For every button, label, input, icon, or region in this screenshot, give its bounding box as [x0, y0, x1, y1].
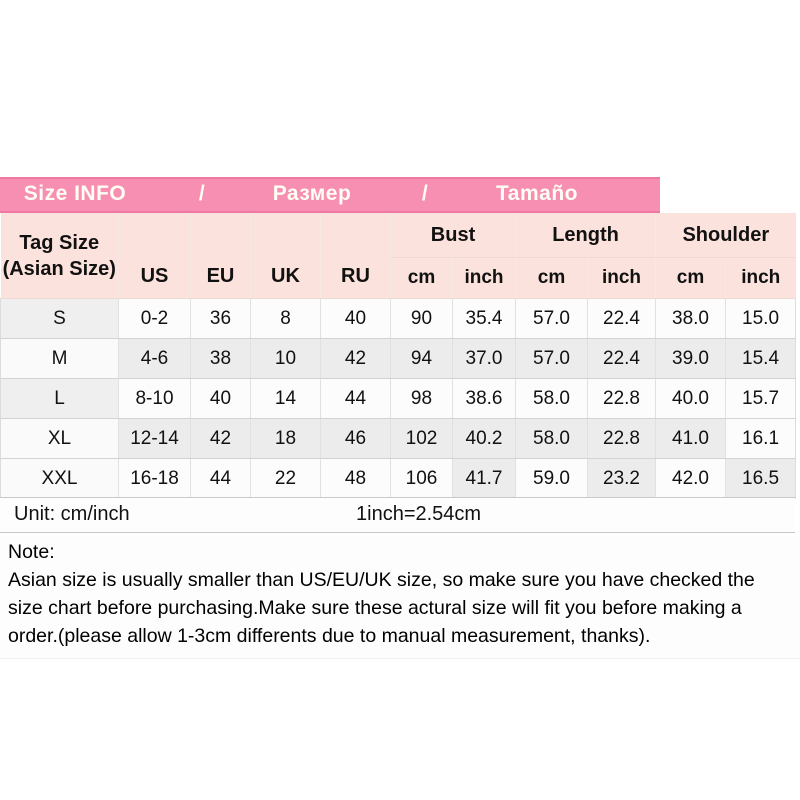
group-header-shoulder: Shoulder: [655, 213, 796, 258]
length-inch-cell: 23.2: [587, 458, 657, 499]
shoulder-cm-cell: 38.0: [655, 298, 727, 339]
bust-cm-cell: 106: [390, 458, 453, 499]
tag-size-header-line2: (Asian Size): [2, 257, 116, 280]
shoulder-inch-cell: 15.7: [725, 378, 797, 419]
length-cm-cell: 57.0: [515, 298, 589, 339]
group-header-length: Length: [515, 213, 657, 258]
banner-separator: /: [198, 182, 206, 206]
length-cm-cell: 59.0: [515, 458, 589, 499]
us-size-cell: 12-14: [118, 418, 191, 459]
tag-size-header: Tag Size (Asian Size): [0, 213, 119, 299]
tag-size-cell: XL: [0, 418, 119, 459]
column-header-uk: UK: [250, 213, 321, 299]
eu-size-cell: 40: [190, 378, 251, 419]
shoulder-cm-cell: 41.0: [655, 418, 727, 459]
bust-inch-cell: 40.2: [452, 418, 517, 459]
tag-size-cell: XXL: [0, 458, 119, 499]
note-section: Note: Asian size is usually smaller than…: [0, 536, 800, 659]
shoulder-inch-cell: 15.4: [725, 338, 797, 379]
length-inch-cell: 22.4: [587, 338, 657, 379]
shoulder-cm-cell: 42.0: [655, 458, 727, 499]
tag-size-cell: S: [0, 298, 119, 339]
shoulder-cm-cell: 40.0: [655, 378, 727, 419]
length-inch-cell: 22.4: [587, 298, 657, 339]
bust-inch-cell: 37.0: [452, 338, 517, 379]
subheader-shoulder-cm: cm: [655, 257, 727, 299]
shoulder-inch-cell: 15.0: [725, 298, 797, 339]
table-row-xxl: XXL 16-18 44 22 48 106 41.7 59.0 23.2 42…: [0, 458, 797, 499]
tag-size-cell: L: [0, 378, 119, 419]
ru-size-cell: 40: [320, 298, 391, 339]
bust-inch-cell: 41.7: [452, 458, 517, 499]
unit-bar: Unit: cm/inch 1inch=2.54cm: [0, 497, 795, 533]
ru-size-cell: 48: [320, 458, 391, 499]
bust-inch-cell: 35.4: [452, 298, 517, 339]
bust-cm-cell: 90: [390, 298, 453, 339]
uk-size-cell: 8: [250, 298, 321, 339]
column-header-us: US: [118, 213, 191, 299]
shoulder-cm-cell: 39.0: [655, 338, 727, 379]
banner-label-en: Size INFO: [23, 182, 127, 206]
us-size-cell: 0-2: [118, 298, 191, 339]
tag-size-header-line1: Tag Size: [19, 231, 100, 254]
length-inch-cell: 22.8: [587, 418, 657, 459]
table-row-xl: XL 12-14 42 18 46 102 40.2 58.0 22.8 41.…: [0, 418, 797, 459]
ru-size-cell: 42: [320, 338, 391, 379]
shoulder-inch-cell: 16.1: [725, 418, 797, 459]
length-cm-cell: 58.0: [515, 418, 589, 459]
bust-cm-cell: 94: [390, 338, 453, 379]
column-header-eu: EU: [190, 213, 251, 299]
uk-size-cell: 18: [250, 418, 321, 459]
table-subheader-row: cm inch cm inch cm inch: [1, 257, 796, 299]
subheader-shoulder-inch: inch: [725, 257, 796, 299]
bust-cm-cell: 102: [390, 418, 453, 459]
tag-size-cell: M: [0, 338, 119, 379]
length-inch-cell: 22.8: [587, 378, 657, 419]
banner-separator: /: [421, 182, 429, 206]
us-size-cell: 16-18: [118, 458, 191, 499]
size-info-banner: Size INFO / Размер / Tamaño: [0, 177, 660, 213]
eu-size-cell: 44: [190, 458, 251, 499]
us-size-cell: 8-10: [118, 378, 191, 419]
uk-size-cell: 10: [250, 338, 321, 379]
subheader-bust-inch: inch: [452, 257, 517, 299]
ru-size-cell: 44: [320, 378, 391, 419]
table-row-l: L 8-10 40 14 44 98 38.6 58.0 22.8 40.0 1…: [0, 378, 797, 419]
unit-label: Unit: cm/inch: [14, 503, 130, 526]
eu-size-cell: 38: [190, 338, 251, 379]
bust-cm-cell: 98: [390, 378, 453, 419]
column-header-ru: RU: [320, 213, 391, 299]
inch-conversion-label: 1inch=2.54cm: [356, 503, 482, 526]
group-header-bust: Bust: [390, 213, 517, 258]
note-body: Asian size is usually smaller than US/EU…: [8, 569, 755, 647]
banner-label-es: Tamaño: [496, 182, 578, 206]
length-cm-cell: 57.0: [515, 338, 589, 379]
note-title: Note:: [8, 541, 55, 563]
subheader-bust-cm: cm: [390, 257, 453, 299]
shoulder-inch-cell: 16.5: [725, 458, 797, 499]
subheader-length-cm: cm: [515, 257, 589, 299]
length-cm-cell: 58.0: [515, 378, 589, 419]
table-row-s: S 0-2 36 8 40 90 35.4 57.0 22.4 38.0 15.…: [0, 298, 797, 339]
uk-size-cell: 14: [250, 378, 321, 419]
ru-size-cell: 46: [320, 418, 391, 459]
size-chart-table: Tag Size (Asian Size) US EU UK RU Bust L…: [0, 213, 797, 499]
us-size-cell: 4-6: [118, 338, 191, 379]
table-group-header-row: Tag Size (Asian Size) US EU UK RU Bust L…: [0, 213, 796, 299]
banner-label-ru: Размер: [272, 182, 352, 206]
eu-size-cell: 36: [190, 298, 251, 339]
bust-inch-cell: 38.6: [452, 378, 517, 419]
uk-size-cell: 22: [250, 458, 321, 499]
table-row-m: M 4-6 38 10 42 94 37.0 57.0 22.4 39.0 15…: [0, 338, 797, 379]
eu-size-cell: 42: [190, 418, 251, 459]
subheader-length-inch: inch: [587, 257, 657, 299]
